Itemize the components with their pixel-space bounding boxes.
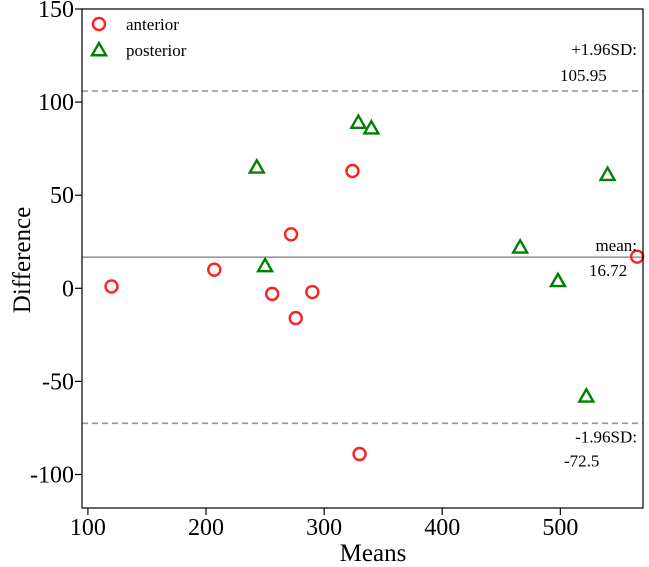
- y-axis: -100 -50 0 50 100 150: [30, 0, 82, 488]
- reference-value-lower: -72.5: [564, 451, 599, 470]
- plot-frame: [81, 8, 644, 509]
- posterior-point-6: [548, 271, 568, 288]
- reference-label-upper: +1.96SD:: [571, 40, 637, 59]
- anterior-point-5: [288, 310, 303, 326]
- posterior-point-2: [255, 256, 275, 273]
- legend-marker-posterior: [89, 40, 109, 57]
- y-tick-label-50: 50: [50, 183, 74, 209]
- y-tick-label-150: 150: [38, 0, 74, 23]
- reference-value-upper: 105.95: [560, 66, 607, 85]
- anterior-point-2: [207, 262, 222, 277]
- x-tick-label-400: 400: [424, 515, 460, 541]
- posterior-point-7: [577, 386, 596, 403]
- x-axis: 100 200 300 400 500: [70, 508, 578, 541]
- y-tick-label-100: 100: [38, 90, 74, 116]
- anterior-point-7: [345, 163, 360, 179]
- anterior-point-6: [305, 284, 320, 300]
- x-tick-label-100: 100: [70, 515, 106, 541]
- posterior-point-1: [247, 157, 266, 174]
- y-tick-label-0: 0: [62, 276, 74, 302]
- anterior-point-1: [104, 279, 119, 294]
- reference-label-lower: -1.96SD:: [575, 427, 637, 446]
- legend-label-posterior: posterior: [126, 41, 187, 60]
- legend-label-anterior: anterior: [126, 15, 179, 34]
- anterior-point-4: [283, 227, 299, 242]
- anterior-point-3: [264, 286, 280, 302]
- x-tick-label-500: 500: [542, 515, 578, 541]
- reference-lines: [82, 90, 643, 425]
- posterior-point-8: [598, 165, 617, 182]
- posterior-point-5: [511, 237, 530, 254]
- data-points: [104, 113, 645, 462]
- anterior-point-8: [352, 446, 367, 462]
- x-axis-title: Means: [340, 540, 407, 567]
- y-tick-label--50: -50: [42, 369, 74, 395]
- x-tick-label-200: 200: [188, 515, 224, 541]
- legend: anterior posterior: [89, 15, 187, 60]
- posterior-point-3: [349, 113, 368, 130]
- posterior-point-4: [362, 118, 381, 135]
- x-tick-label-300: 300: [306, 515, 342, 541]
- reference-line-labels: +1.96SD: 105.95 mean: 16.72 -1.96SD: -72.5: [560, 40, 637, 470]
- legend-marker-anterior: [91, 16, 107, 32]
- reference-label-mean: mean:: [595, 236, 637, 255]
- y-tick-label--100: -100: [30, 462, 74, 488]
- y-axis-title: Difference: [9, 207, 36, 313]
- reference-value-mean: 16.72: [589, 261, 627, 280]
